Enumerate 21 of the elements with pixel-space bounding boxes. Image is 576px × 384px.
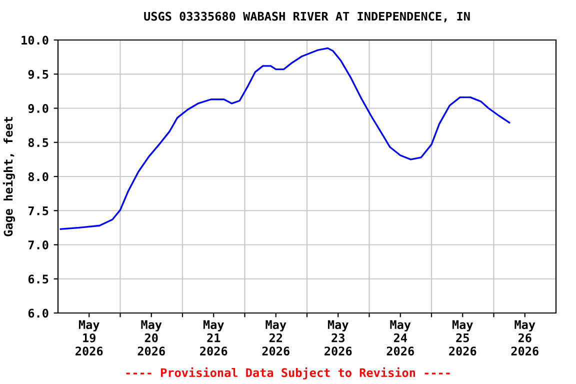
y-tick-label: 9.5	[28, 70, 48, 79]
x-tick-label: May 22 2026	[262, 320, 290, 356]
y-tick-label: 8.0	[28, 172, 48, 182]
x-tick-label: May 19 2026	[76, 320, 103, 356]
y-tick-label: 7.5	[28, 206, 48, 216]
y-axis-title: Gage height, feet	[2, 117, 15, 236]
y-tick-label: 6.5	[28, 274, 48, 284]
x-tick-label: May 21 2026	[200, 320, 228, 356]
x-tick-label: May 20 2026	[138, 320, 165, 356]
x-tick-label: May 23 2026	[324, 320, 352, 356]
text: ---- Provisional Data Subject to Revision ----	[126, 367, 450, 380]
y-tick-label: 7.0	[28, 240, 48, 250]
y-tick-label: 6.0	[28, 308, 48, 318]
line-series	[60, 47, 510, 230]
y-tick-label: 10.0	[22, 36, 48, 45]
chart-title: USGS 03335680 WABASH RIVER AT INDEPENDENCE, IN	[144, 12, 470, 22]
x-tick-label: May 24 2026	[386, 320, 414, 356]
y-tick-label: 8.5	[28, 138, 48, 148]
x-tick-label: May 26 2026	[511, 320, 538, 356]
y-tick-label: 9.0	[28, 104, 48, 113]
x-tick-label: May 25 2026	[449, 320, 476, 356]
